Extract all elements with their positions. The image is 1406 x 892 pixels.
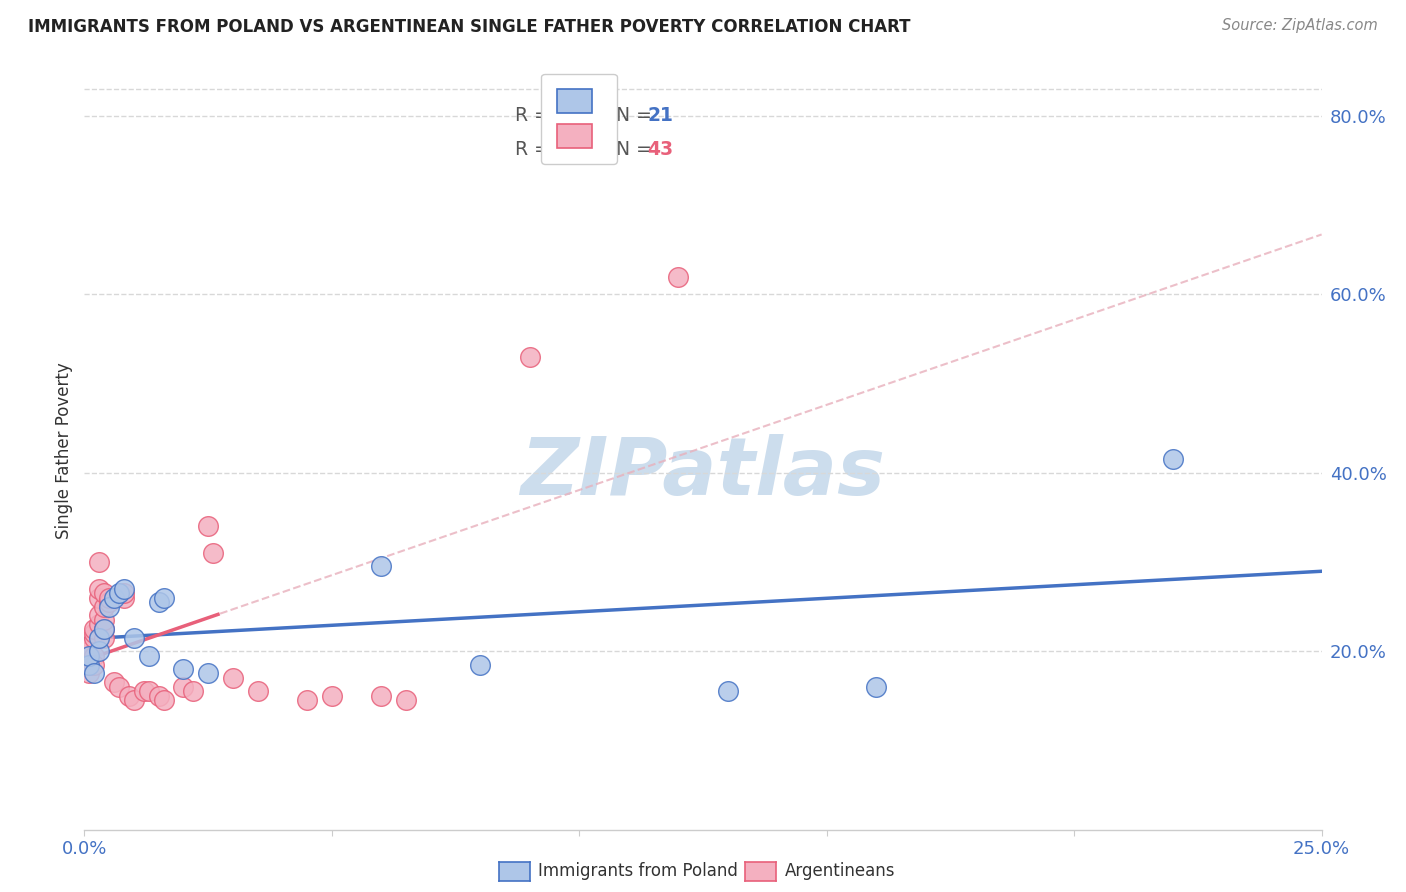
Point — [370, 689, 392, 703]
Point — [470, 657, 492, 672]
Point — [83, 626, 105, 640]
Point — [83, 657, 105, 672]
Point — [83, 666, 105, 681]
Point — [132, 684, 155, 698]
Point — [93, 622, 115, 636]
Point — [865, 680, 887, 694]
Point — [122, 693, 145, 707]
Point — [717, 684, 740, 698]
Point — [138, 684, 160, 698]
Text: R =: R = — [515, 140, 555, 159]
Point — [152, 693, 174, 707]
Point — [89, 555, 111, 569]
Point — [222, 671, 245, 685]
Text: 21: 21 — [647, 106, 673, 125]
Point — [321, 689, 343, 703]
Text: N =: N = — [605, 106, 658, 125]
Point — [103, 675, 125, 690]
Point — [79, 657, 101, 672]
Text: N =: N = — [605, 140, 658, 159]
Point — [108, 680, 131, 694]
Point — [148, 595, 170, 609]
Point — [83, 631, 105, 645]
Point — [118, 689, 141, 703]
Point — [181, 684, 204, 698]
Point — [370, 559, 392, 574]
Point — [93, 599, 115, 614]
Point — [108, 586, 131, 600]
Text: Source: ZipAtlas.com: Source: ZipAtlas.com — [1222, 18, 1378, 33]
Point — [93, 586, 115, 600]
Point — [98, 595, 121, 609]
Point — [112, 591, 135, 605]
Point — [89, 644, 111, 658]
Point — [83, 622, 105, 636]
Point — [172, 662, 194, 676]
Point — [79, 644, 101, 658]
Text: 0.318: 0.318 — [551, 106, 610, 125]
Point — [246, 684, 269, 698]
Point — [93, 622, 115, 636]
Text: Immigrants from Poland: Immigrants from Poland — [538, 863, 738, 880]
Point — [79, 666, 101, 681]
Point — [98, 591, 121, 605]
Point — [103, 591, 125, 605]
Point — [79, 640, 101, 654]
Point — [666, 269, 689, 284]
Point — [172, 680, 194, 694]
Point — [295, 693, 318, 707]
Point — [83, 648, 105, 663]
Point — [112, 582, 135, 596]
Point — [93, 631, 115, 645]
Point — [1161, 452, 1184, 467]
Point — [122, 631, 145, 645]
Text: IMMIGRANTS FROM POLAND VS ARGENTINEAN SINGLE FATHER POVERTY CORRELATION CHART: IMMIGRANTS FROM POLAND VS ARGENTINEAN SI… — [28, 18, 911, 36]
Point — [89, 608, 111, 623]
Point — [197, 519, 219, 533]
Y-axis label: Single Father Poverty: Single Father Poverty — [55, 362, 73, 539]
Text: 43: 43 — [647, 140, 673, 159]
Text: Argentineans: Argentineans — [785, 863, 896, 880]
Point — [98, 599, 121, 614]
Point — [138, 648, 160, 663]
Point — [79, 648, 101, 663]
Point — [89, 582, 111, 596]
Text: 0.292: 0.292 — [551, 140, 610, 159]
Point — [89, 631, 111, 645]
Point — [93, 613, 115, 627]
Point — [197, 666, 219, 681]
Legend: , : , — [541, 73, 617, 164]
Text: R =: R = — [515, 106, 555, 125]
Point — [112, 586, 135, 600]
Point — [152, 591, 174, 605]
Point — [519, 350, 541, 364]
Point — [79, 657, 101, 672]
Text: ZIPatlas: ZIPatlas — [520, 434, 886, 512]
Point — [395, 693, 418, 707]
Point — [89, 617, 111, 632]
Point — [148, 689, 170, 703]
Point — [202, 546, 225, 560]
Point — [89, 591, 111, 605]
